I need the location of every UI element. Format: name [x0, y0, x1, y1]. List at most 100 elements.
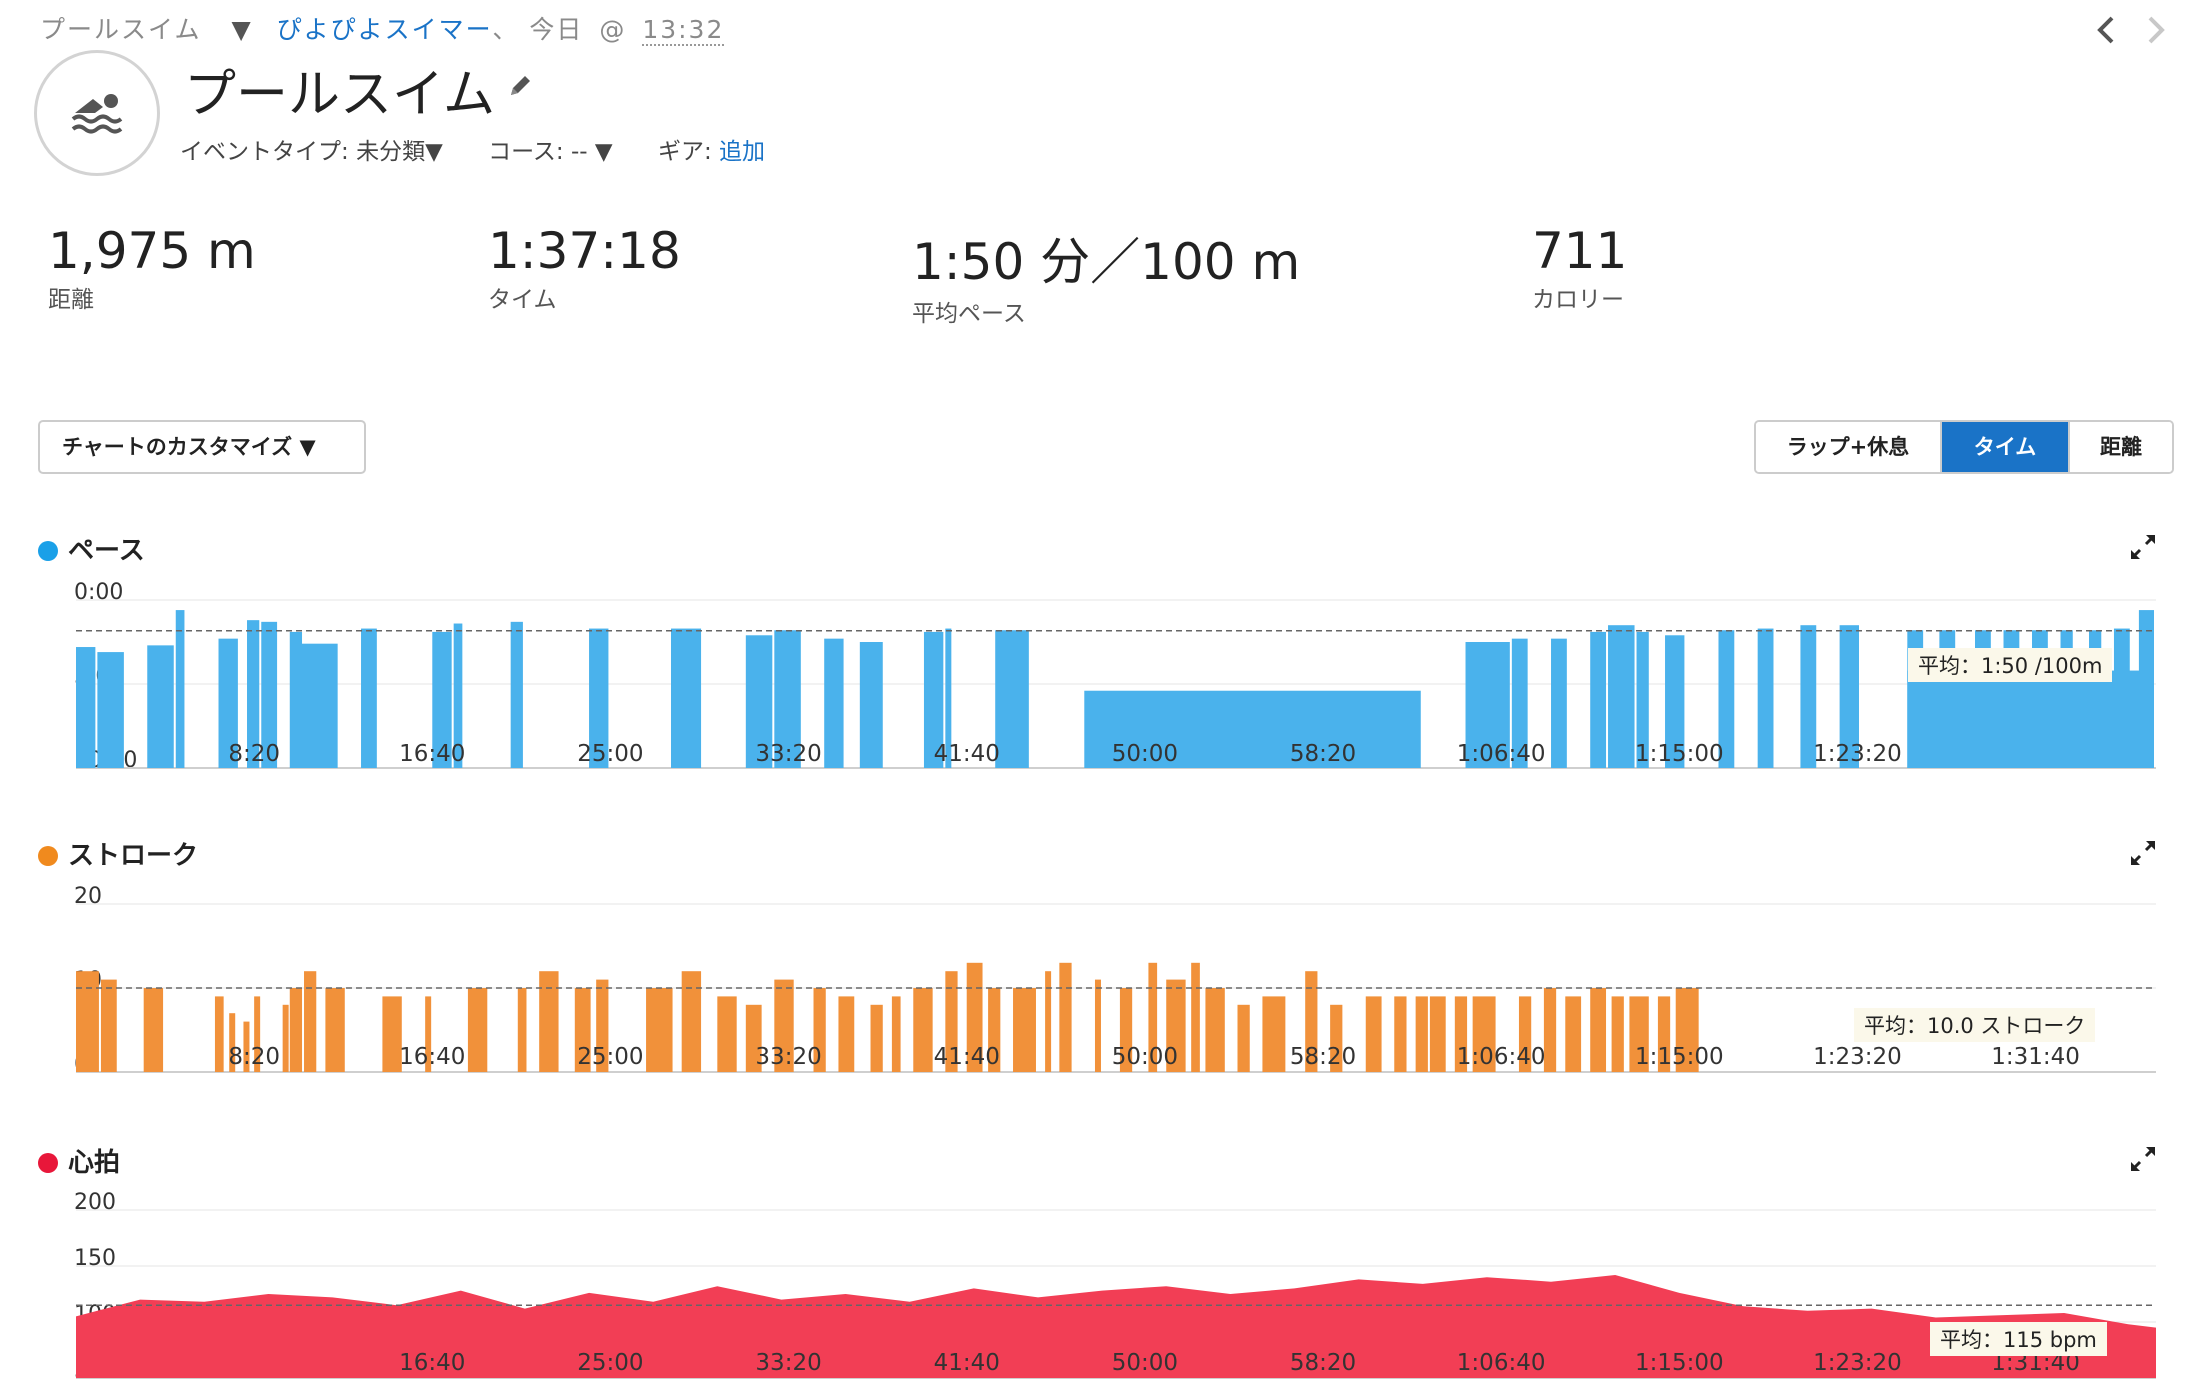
stroke-bar: [282, 1004, 289, 1072]
stroke-bar: [289, 988, 303, 1072]
stat-label: カロリー: [1532, 287, 1624, 313]
pace-bar: [1839, 625, 1859, 768]
x-tick-label: 41:40: [934, 1350, 1000, 1376]
pace-bar: [2113, 628, 2130, 768]
heart-rate-area: [76, 1275, 2156, 1378]
stroke-bar: [100, 979, 117, 1072]
pace-bar: [1590, 631, 1607, 768]
stroke-average-label: 平均：10.0 ストローク: [1854, 1008, 2096, 1042]
stroke-bar: [988, 988, 1001, 1072]
segment-distance[interactable]: 距離: [2068, 422, 2172, 472]
pace-bar: [1757, 628, 1774, 768]
chevron-right-icon[interactable]: [2140, 12, 2170, 48]
expand-icon[interactable]: [2128, 532, 2158, 562]
course-value: --: [571, 139, 588, 165]
x-tick-label: 25:00: [577, 1044, 643, 1070]
pencil-icon[interactable]: [506, 72, 534, 100]
stat-value: 711: [1532, 222, 1628, 280]
gear-add-link[interactable]: 追加: [719, 139, 765, 165]
customize-charts-button[interactable]: チャートのカスタマイズ ▼: [38, 420, 366, 474]
y-tick-label: 200: [74, 1192, 116, 1215]
breadcrumb-time[interactable]: 13:32: [642, 15, 725, 46]
stroke-bar: [1657, 996, 1671, 1072]
pace-bar: [293, 643, 338, 768]
stroke-bar: [1590, 988, 1607, 1072]
stroke-bar: [574, 988, 591, 1072]
x-tick-label: 58:20: [1290, 1350, 1356, 1376]
stroke-bar: [745, 1004, 762, 1072]
x-tick-label: 41:40: [934, 741, 1000, 767]
stat-time: 1:37:18 タイム: [488, 222, 681, 314]
stroke-bar: [646, 988, 673, 1072]
stroke-bar: [774, 979, 794, 1072]
pace-bar: [510, 621, 523, 768]
y-tick-label: 0:00: [74, 580, 123, 605]
stroke-bar: [517, 988, 527, 1072]
pace-bar: [1800, 625, 1817, 768]
hr-chart-title: 心拍: [38, 1142, 120, 1179]
stroke-bar: [717, 996, 737, 1072]
x-tick-label: 16:40: [399, 741, 465, 767]
breadcrumb-dropdown[interactable]: ▼: [231, 15, 253, 44]
stroke-bar: [1429, 996, 1446, 1072]
pace-bar: [774, 630, 801, 768]
x-tick-label: 1:15:00: [1635, 1350, 1724, 1376]
breadcrumb-user-link[interactable]: ぴよぴよスイマー: [276, 15, 493, 44]
breadcrumb-activity: プールスイム: [40, 15, 202, 44]
stroke-bar: [1237, 1004, 1250, 1072]
swimmer-icon: [34, 50, 160, 176]
stroke-bar: [1013, 988, 1036, 1072]
event-type-selector[interactable]: イベントタイプ: 未分類▼: [180, 139, 443, 165]
stroke-bar: [254, 996, 261, 1072]
pace-bar: [923, 631, 944, 768]
course-selector[interactable]: コース: -- ▼: [488, 139, 613, 165]
stat-value: 1:37:18: [488, 222, 681, 280]
stroke-bar: [1166, 979, 1186, 1072]
stroke-bar: [1629, 996, 1649, 1072]
segment-laps-rest[interactable]: ラップ+休息: [1756, 422, 1942, 472]
stroke-bar: [243, 1021, 250, 1072]
x-tick-label: 1:23:20: [1813, 1044, 1902, 1070]
x-tick-label: 1:15:00: [1635, 741, 1724, 767]
stroke-bar: [1365, 996, 1382, 1072]
pace-chart: 0:005:0010:008:2016:4025:0033:2041:4050:…: [74, 580, 2156, 773]
breadcrumb: プールスイム ▼ ぴよぴよスイマー、 今日 @ 13:32: [40, 10, 725, 46]
hr-legend-dot: [38, 1153, 58, 1173]
stroke-bar: [1394, 996, 1407, 1072]
expand-icon[interactable]: [2128, 838, 2158, 868]
stroke-bar: [681, 971, 702, 1072]
pace-bar: [76, 647, 96, 768]
pace-bar: [859, 642, 883, 768]
pace-bar: [261, 621, 278, 768]
x-tick-label: 8:20: [228, 741, 280, 767]
stroke-bar: [304, 971, 317, 1072]
stroke-bar: [539, 971, 559, 1072]
stroke-bar: [838, 996, 855, 1072]
pace-bar: [97, 652, 124, 768]
x-tick-label: 16:40: [399, 1044, 465, 1070]
expand-icon[interactable]: [2128, 1144, 2158, 1174]
x-tick-label: 1:06:40: [1457, 1350, 1546, 1376]
stroke-bar: [1415, 996, 1428, 1072]
event-type-label: イベントタイプ:: [180, 139, 349, 165]
pace-bar: [589, 628, 609, 768]
pace-bar: [361, 628, 377, 768]
pace-bar: [1551, 638, 1567, 768]
breadcrumb-day: 今日: [529, 15, 584, 44]
x-axis-toggle: ラップ+休息 タイム 距離: [1754, 420, 2174, 474]
x-tick-label: 1:31:40: [1991, 1044, 2080, 1070]
pace-bar: [432, 631, 452, 768]
x-tick-label: 1:23:20: [1813, 1350, 1902, 1376]
stat-label: 平均ペース: [912, 301, 1026, 327]
chevron-left-icon[interactable]: [2092, 12, 2122, 48]
pace-bar: [1718, 630, 1735, 768]
pace-bar: [1465, 642, 1510, 768]
activity-meta: イベントタイプ: 未分類▼ コース: -- ▼ ギア: 追加: [180, 132, 803, 166]
stroke-bar: [891, 996, 901, 1072]
segment-time[interactable]: タイム: [1942, 422, 2068, 472]
stroke-bar: [1191, 962, 1200, 1072]
pace-bar: [1511, 638, 1528, 768]
stroke-bar: [945, 971, 958, 1072]
pace-bar: [453, 623, 463, 768]
y-tick-label: 150: [74, 1246, 116, 1271]
